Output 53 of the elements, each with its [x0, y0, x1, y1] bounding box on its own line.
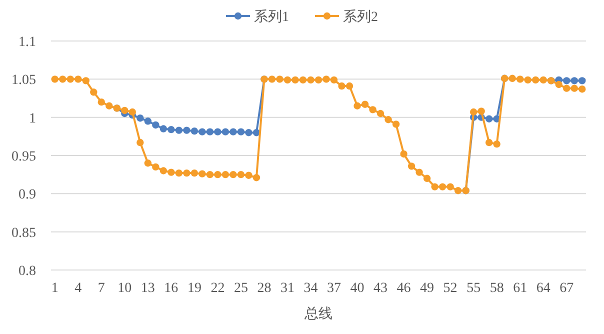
x-tick-label: 16: [164, 281, 178, 296]
legend-label: 系列2: [343, 9, 378, 25]
point: [237, 128, 245, 136]
point: [222, 128, 230, 136]
point: [252, 129, 260, 136]
x-tick-label: 55: [466, 281, 481, 296]
x-tick-label: 58: [490, 281, 504, 296]
y-tick-label: 1.05: [12, 73, 36, 88]
point: [144, 118, 152, 125]
legend-label: 系列1: [254, 9, 289, 25]
x-tick-label: 64: [536, 281, 550, 296]
point: [230, 128, 237, 136]
point: [214, 128, 222, 136]
point: [183, 126, 190, 134]
point: [563, 77, 570, 84]
point: [570, 77, 578, 84]
x-tick-label: 43: [374, 281, 388, 296]
point: [168, 126, 175, 134]
x-tick-label: 7: [98, 281, 105, 296]
point: [190, 127, 198, 135]
point: [485, 115, 493, 122]
x-tick-label: 34: [304, 281, 318, 296]
x-axis-title: 总线: [304, 306, 332, 322]
x-tick-label: 37: [327, 281, 342, 296]
x-tick-label: 46: [396, 281, 411, 296]
point: [198, 128, 206, 136]
x-tick-label: 28: [257, 281, 272, 296]
x-tick-label: 61: [513, 281, 528, 296]
y-tick-label: 0.8: [18, 264, 36, 279]
x-tick-label: 22: [210, 281, 225, 296]
y-tick-label: 1: [29, 111, 36, 126]
x-tick-label: 67: [560, 281, 574, 296]
x-tick-label: 19: [187, 281, 202, 296]
x-tick-label: 31: [280, 281, 294, 296]
x-tick-label: 10: [118, 281, 132, 296]
y-tick-label: 0.9: [18, 188, 36, 203]
y-tick-label: 0.95: [12, 150, 36, 164]
point: [175, 126, 183, 134]
x-tick-label: 49: [420, 281, 434, 296]
x-tick-label: 52: [443, 281, 458, 296]
y-tick-label: 0.85: [12, 226, 36, 241]
point: [152, 121, 160, 129]
point: [160, 125, 168, 132]
point: [136, 114, 144, 122]
point: [245, 129, 252, 136]
x-tick-label: 25: [234, 281, 248, 296]
point: [206, 128, 214, 136]
y-tick-label: 1.1: [18, 35, 36, 50]
x-tick-label: 13: [140, 281, 155, 296]
point: [578, 77, 586, 84]
x-tick-label: 1: [51, 281, 58, 296]
x-tick-label: 4: [74, 281, 82, 296]
x-tick-label: 40: [350, 281, 364, 296]
